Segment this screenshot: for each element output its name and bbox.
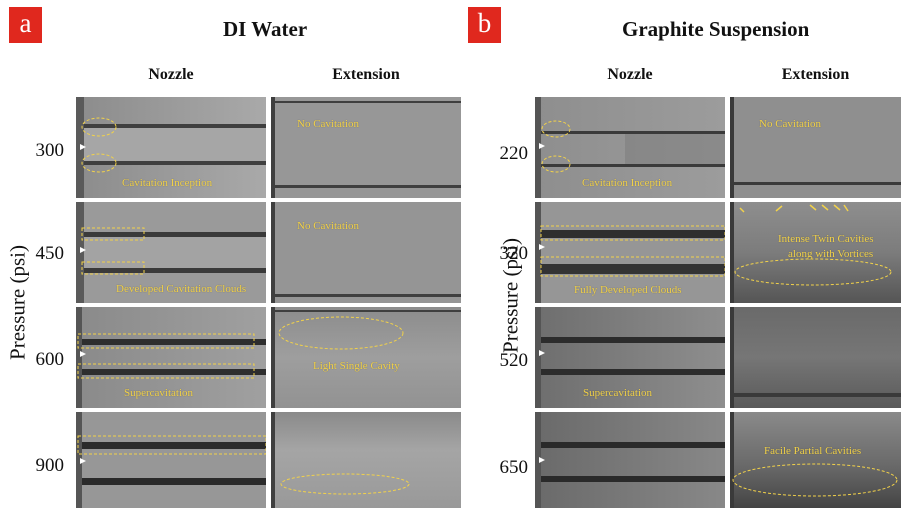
panel-b-extension-annotation-320-line2: along with Vortices [788,248,874,260]
panel-b-badge: b [468,7,501,43]
panel-b-nozzle-annotation-220: Cavitation Inception [582,177,673,189]
panel-b-extension-image-220 [730,97,901,198]
panel-a-title: DI Water [223,17,308,41]
panel-a-nozzle-annotation-600: Supercavitation [124,387,194,399]
panel-b-row-label-320: 320 [499,243,529,264]
panel-a-extension-annotation-600: Light Single Cavity [313,360,400,372]
panel-a-nozzle-image-600 [76,307,266,408]
panel-b-extension-annotation-650: Facile Partial Cavities [764,445,862,457]
panel-a-nozzle-annotation-300: Cavitation Inception [122,177,213,189]
panel-a-extension-annotation-300: No Cavitation [297,118,360,130]
panel-b-nozzle-image-320 [535,202,725,303]
panel-b-nozzle-annotation-520: Supercavitation [583,387,653,399]
panel-b-extension-image-650 [730,412,901,508]
panel-b-extension-image-520 [730,307,901,408]
panel-b-extension-annotation-220: No Cavitation [759,118,822,130]
panel-b-col-extension: Extension [781,66,850,83]
panel-b-extension-annotation-320-line1: Intense Twin Cavities [778,233,874,245]
panel-a-row-label-450: 450 [35,243,65,264]
panel-b-row-label-220: 220 [499,143,529,164]
panel-b-nozzle-image-520 [535,307,725,408]
panel-a-nozzle-annotation-450: Developed Cavitation Clouds [116,283,247,295]
panel-a-extension-image-900 [271,412,461,508]
panel-a-nozzle-image-900 [76,412,266,508]
panel-a-extension-image-450 [271,202,461,303]
panel-a-row-label-900: 900 [35,455,65,476]
panel-b-nozzle-annotation-320: Fully Developed Clouds [574,284,682,296]
panel-b-title: Graphite Suspension [622,17,810,41]
panel-a-extension-image-600 [271,307,461,408]
panel-a-extension-annotation-450: No Cavitation [297,220,360,232]
panel-a-badge: a [9,7,42,43]
panel-b-row-label-520: 520 [499,350,529,371]
panel-b-nozzle-image-650 [535,412,725,508]
panel-b-extension-image-320 [730,202,901,303]
panel-a-row-label-300: 300 [35,140,65,161]
panel-a-row-label-600: 600 [35,349,65,370]
panel-a-nozzle-image-450 [76,202,266,303]
panel-b-col-nozzle: Nozzle [607,66,653,83]
panel-b-row-label-650: 650 [499,457,529,478]
panel-a-col-extension: Extension [332,66,400,83]
panel-a-extension-image-300 [271,97,461,198]
panel-a-col-nozzle: Nozzle [148,66,194,83]
panel-a-nozzle-image-300 [76,97,266,198]
panel-b-nozzle-image-220 [535,97,725,198]
